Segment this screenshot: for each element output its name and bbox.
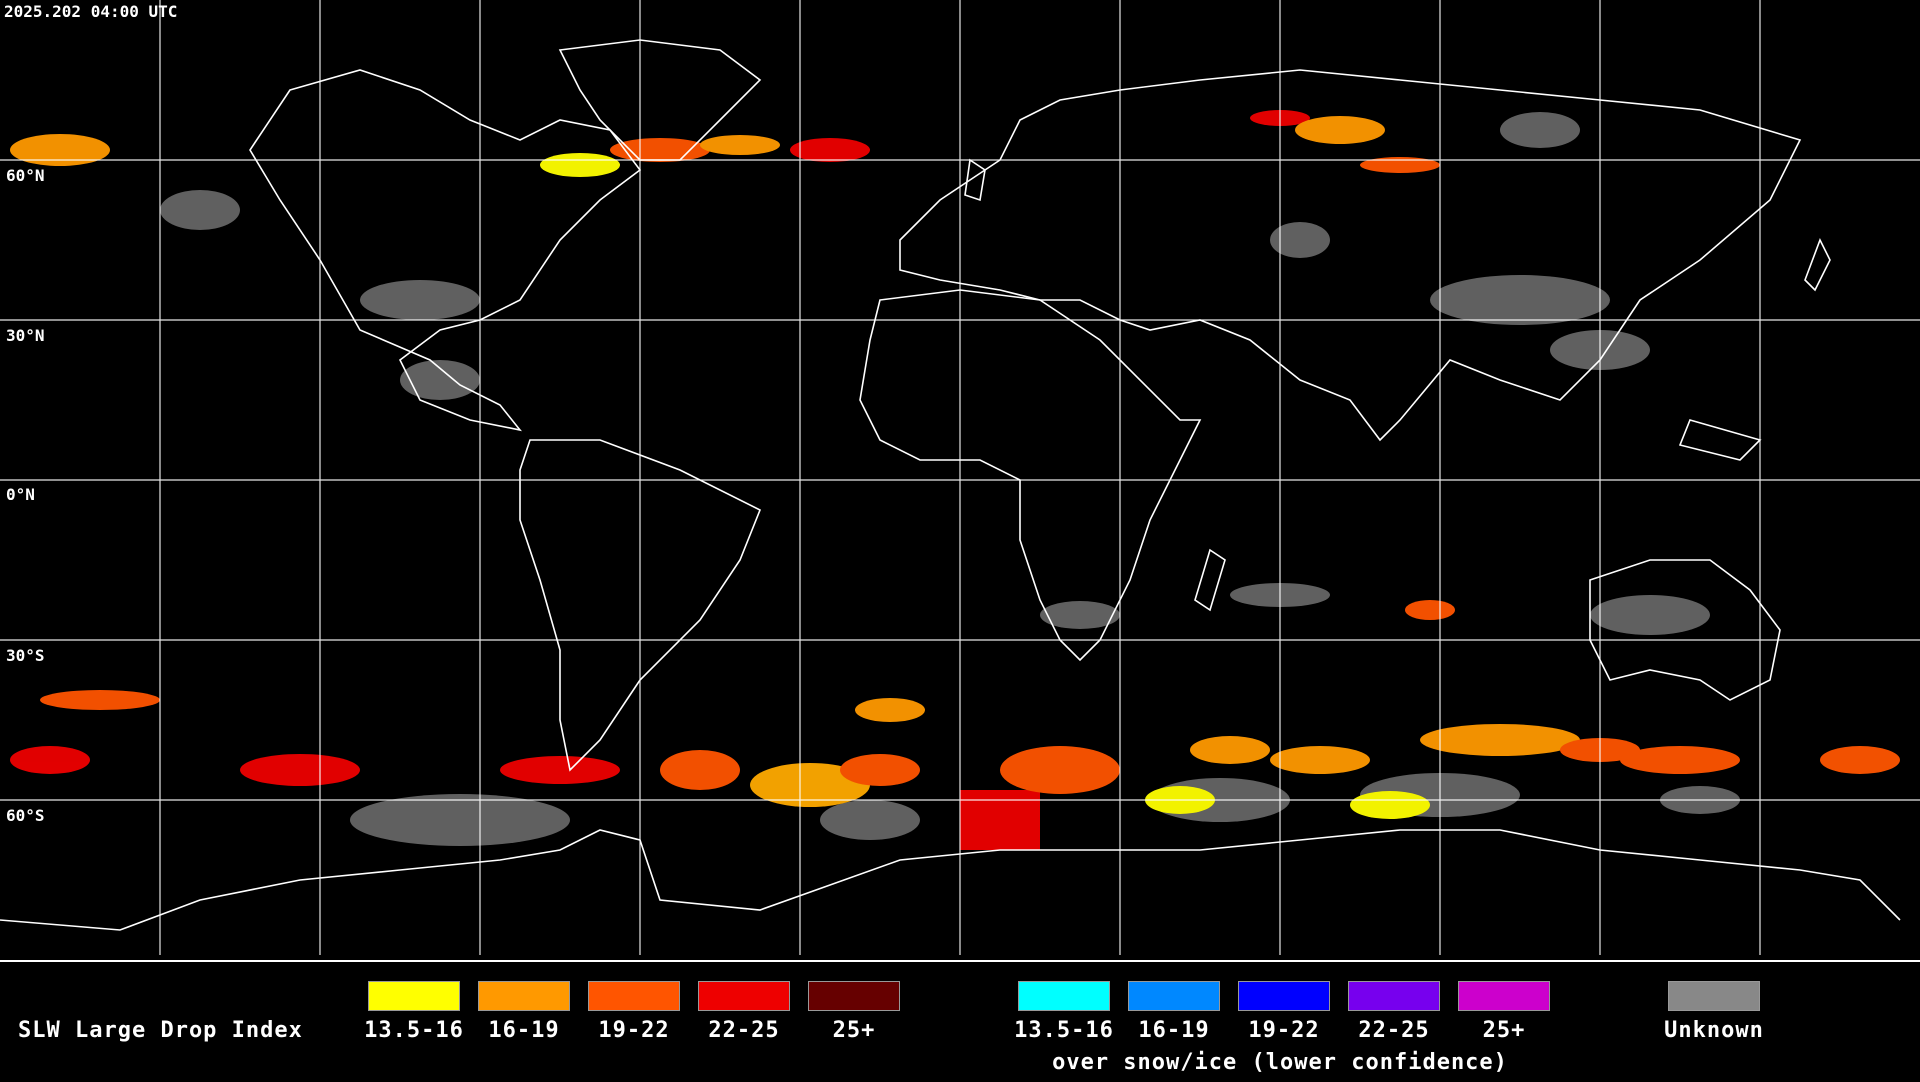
label-snow-4: 22-25 bbox=[1358, 1018, 1430, 1043]
label-snow-5: 25+ bbox=[1482, 1018, 1526, 1043]
swatch-primary-5 bbox=[808, 981, 900, 1011]
label-snow-1: 13.5-16 bbox=[1014, 1018, 1114, 1043]
snow-ice-note: over snow/ice (lower confidence) bbox=[1052, 1050, 1508, 1075]
label-primary-5: 25+ bbox=[832, 1018, 876, 1043]
lat-lon-grid bbox=[0, 0, 1920, 955]
timestamp: 2025.202 04:00 UTC bbox=[4, 2, 178, 21]
label-primary-4: 22-25 bbox=[708, 1018, 780, 1043]
lat-label-30s: 30°S bbox=[6, 646, 45, 665]
lat-label-60s: 60°S bbox=[6, 806, 45, 825]
label-primary-2: 16-19 bbox=[488, 1018, 560, 1043]
slw-map bbox=[0, 0, 1920, 955]
swatch-primary-2 bbox=[478, 981, 570, 1011]
swatch-snow-3 bbox=[1238, 981, 1330, 1011]
label-unknown: Unknown bbox=[1664, 1018, 1764, 1043]
legend: SLW Large Drop Index 13.5-16 16-19 19-22… bbox=[0, 960, 1920, 1082]
drop-index-overlay bbox=[10, 110, 1900, 850]
swatch-snow-5 bbox=[1458, 981, 1550, 1011]
lat-label-0n: 0°N bbox=[6, 485, 35, 504]
coastline-outline bbox=[0, 39, 1901, 931]
label-snow-3: 19-22 bbox=[1248, 1018, 1320, 1043]
swatch-unknown bbox=[1668, 981, 1760, 1011]
swatch-snow-2 bbox=[1128, 981, 1220, 1011]
label-primary-3: 19-22 bbox=[598, 1018, 670, 1043]
swatch-primary-4 bbox=[698, 981, 790, 1011]
lat-label-60n: 60°N bbox=[6, 166, 45, 185]
lat-label-30n: 30°N bbox=[6, 326, 45, 345]
legend-title: SLW Large Drop Index bbox=[18, 1018, 303, 1043]
swatch-primary-1 bbox=[368, 981, 460, 1011]
label-primary-1: 13.5-16 bbox=[364, 1018, 464, 1043]
label-snow-2: 16-19 bbox=[1138, 1018, 1210, 1043]
swatch-snow-4 bbox=[1348, 981, 1440, 1011]
swatch-snow-1 bbox=[1018, 981, 1110, 1011]
swatch-primary-3 bbox=[588, 981, 680, 1011]
